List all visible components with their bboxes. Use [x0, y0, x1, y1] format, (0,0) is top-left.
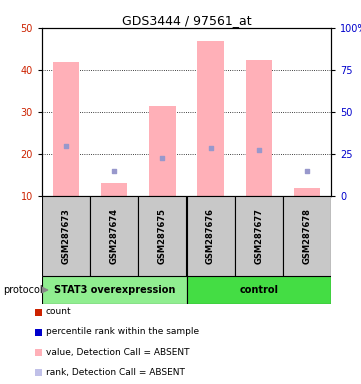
Text: GSM287677: GSM287677	[254, 208, 263, 264]
Bar	[235, 196, 283, 276]
Bar	[149, 106, 176, 196]
Bar	[293, 188, 320, 196]
Text: GSM287678: GSM287678	[303, 208, 312, 264]
Bar	[53, 61, 79, 196]
Text: STAT3 overexpression: STAT3 overexpression	[53, 285, 175, 295]
Point	[304, 168, 310, 174]
Bar	[283, 196, 331, 276]
Text: control: control	[239, 285, 278, 295]
Bar	[42, 276, 187, 304]
Text: count: count	[46, 308, 71, 316]
Title: GDS3444 / 97561_at: GDS3444 / 97561_at	[122, 14, 251, 27]
Bar	[42, 196, 90, 276]
Text: GSM287673: GSM287673	[62, 208, 71, 264]
Bar	[187, 276, 331, 304]
Point	[160, 155, 165, 161]
Point	[111, 168, 117, 174]
Text: protocol: protocol	[4, 285, 43, 295]
Text: value, Detection Call = ABSENT: value, Detection Call = ABSENT	[46, 348, 189, 356]
Text: GSM287675: GSM287675	[158, 208, 167, 264]
Bar	[187, 196, 235, 276]
Bar	[138, 196, 187, 276]
Point	[208, 145, 213, 151]
Text: GSM287676: GSM287676	[206, 208, 215, 264]
Point	[256, 147, 262, 153]
Bar	[197, 41, 224, 196]
Bar	[101, 184, 127, 196]
Bar	[90, 196, 138, 276]
Text: rank, Detection Call = ABSENT: rank, Detection Call = ABSENT	[46, 367, 185, 376]
Point	[63, 142, 69, 149]
Bar	[245, 60, 272, 196]
Text: percentile rank within the sample: percentile rank within the sample	[46, 328, 199, 336]
Text: GSM287674: GSM287674	[110, 208, 119, 264]
